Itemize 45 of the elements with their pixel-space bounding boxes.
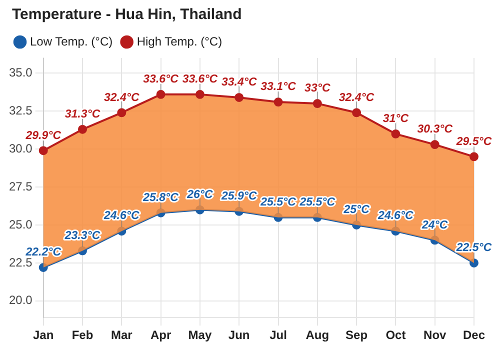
data-label: 24°C [421,219,448,232]
x-tick-label: Sep [346,328,368,342]
y-tick-label: 25.0 [8,217,33,232]
data-label: 32.4°C [338,92,375,104]
data-label: 33.1°C [260,81,297,94]
data-label: 31.3°C [64,108,101,121]
y-tick-label: 32.5 [8,103,33,118]
data-label: 25.5°C [260,196,297,209]
y-tick-label: 20.0 [8,293,33,308]
data-label: 25°C [342,204,370,216]
data-label: 29.9°C [24,130,62,142]
x-tick-label: Jan [33,328,54,342]
data-label: 33°C [304,82,331,95]
data-label: 24.6°C [377,210,414,222]
y-tick-label: 22.5 [8,255,33,270]
data-label: 25.5°C [298,196,336,209]
data-label: 26°C [186,188,214,201]
data-label: 24.6°C [103,210,140,222]
data-label: 33.4°C [221,76,258,89]
data-label: 33.6°C [143,74,180,86]
x-tick-label: Aug [306,328,330,342]
x-tick-label: Apr [150,328,172,342]
y-tick-label: 30.0 [8,141,33,156]
x-tick-label: Nov [424,328,447,342]
x-tick-label: May [188,328,212,342]
x-tick-label: Dec [462,328,486,342]
data-label: 22.5°C [455,242,492,254]
legend-label: Low Temp. (°C) [30,34,113,48]
data-label: 25.8°C [142,192,180,204]
x-tick-label: Jun [228,328,250,342]
chart-title: Temperature - Hua Hin, Thailand [12,6,242,23]
data-label: 33.6°C [182,74,218,86]
data-label: 31°C [382,113,410,126]
data-label: 25.9°C [220,190,258,203]
x-tick-label: Feb [72,328,94,342]
x-tick-label: Mar [110,328,133,342]
y-tick-label: 35.0 [8,65,33,80]
y-tick-label: 27.5 [8,179,33,194]
data-label: 23.3°C [64,230,101,242]
data-label: 30.3°C [417,124,454,136]
data-label: 32.4°C [104,92,140,104]
x-tick-label: Jul [270,328,287,342]
data-label: 29.5°C [455,136,492,148]
legend-label: High Temp. (°C) [136,34,222,48]
x-tick-label: Oct [386,328,406,342]
